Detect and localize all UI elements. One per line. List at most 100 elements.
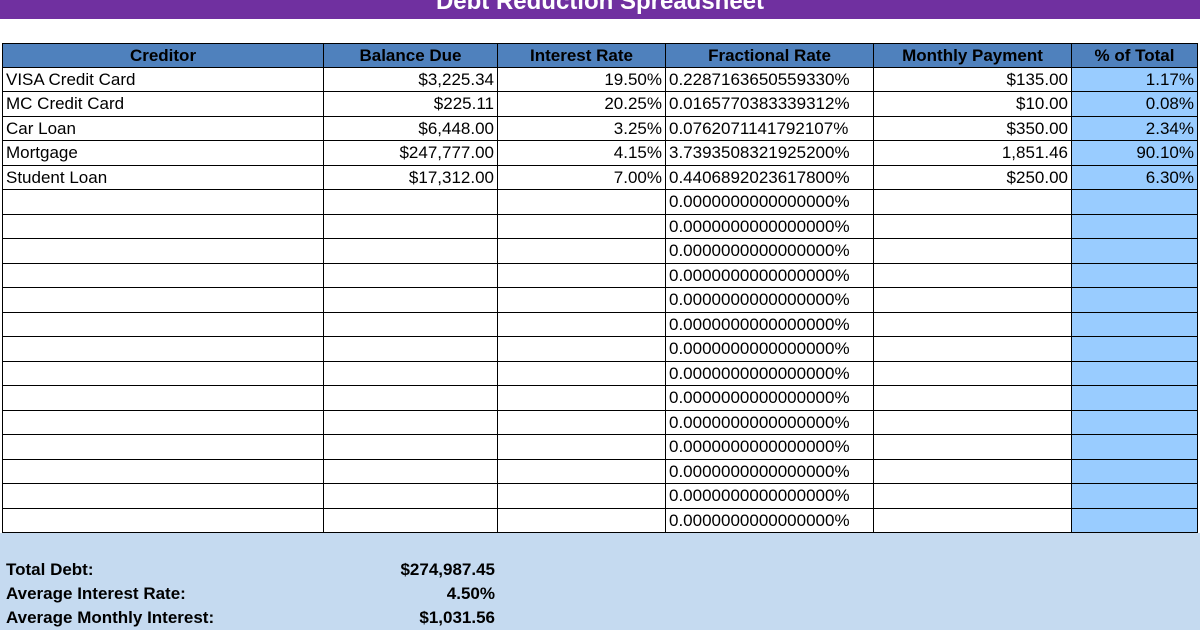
interest-rate-cell[interactable]: 3.25%	[498, 116, 666, 141]
interest-rate-cell[interactable]	[498, 484, 666, 509]
monthly-payment-cell[interactable]	[874, 190, 1072, 215]
fractional-rate-cell[interactable]: 0.0000000000000000%	[666, 484, 874, 509]
monthly-payment-cell[interactable]	[874, 239, 1072, 264]
monthly-payment-cell[interactable]	[874, 288, 1072, 313]
fractional-rate-cell[interactable]: 0.0762071141792107%	[666, 116, 874, 141]
creditor-cell[interactable]	[2, 190, 324, 215]
interest-rate-cell[interactable]	[498, 410, 666, 435]
creditor-cell[interactable]: VISA Credit Card	[2, 67, 324, 92]
interest-rate-cell[interactable]	[498, 312, 666, 337]
balance-due-cell[interactable]	[324, 263, 498, 288]
monthly-payment-cell[interactable]	[874, 484, 1072, 509]
monthly-payment-cell[interactable]	[874, 459, 1072, 484]
monthly-payment-cell[interactable]	[874, 508, 1072, 533]
header-interest-rate[interactable]: Interest Rate	[498, 43, 666, 68]
percent-of-total-cell[interactable]	[1072, 386, 1198, 411]
balance-due-cell[interactable]	[324, 435, 498, 460]
interest-rate-cell[interactable]	[498, 263, 666, 288]
interest-rate-cell[interactable]: 20.25%	[498, 92, 666, 117]
balance-due-cell[interactable]	[324, 484, 498, 509]
header-fractional-rate[interactable]: Fractional Rate	[666, 43, 874, 68]
percent-of-total-cell[interactable]	[1072, 508, 1198, 533]
fractional-rate-cell[interactable]: 0.0000000000000000%	[666, 263, 874, 288]
average-monthly-interest-value[interactable]: $1,031.56	[419, 608, 495, 627]
average-interest-rate-value[interactable]: 4.50%	[446, 584, 495, 603]
balance-due-cell[interactable]: $247,777.00	[324, 141, 498, 166]
interest-rate-cell[interactable]: 4.15%	[498, 141, 666, 166]
header-creditor[interactable]: Creditor	[2, 43, 324, 68]
percent-of-total-cell[interactable]: 6.30%	[1072, 165, 1198, 190]
balance-due-cell[interactable]	[324, 312, 498, 337]
fractional-rate-cell[interactable]: 0.2287163650559330%	[666, 67, 874, 92]
percent-of-total-cell[interactable]: 1.17%	[1072, 67, 1198, 92]
balance-due-cell[interactable]	[324, 508, 498, 533]
balance-due-cell[interactable]	[324, 214, 498, 239]
balance-due-cell[interactable]: $225.11	[324, 92, 498, 117]
balance-due-cell[interactable]	[324, 410, 498, 435]
creditor-cell[interactable]	[2, 459, 324, 484]
monthly-payment-cell[interactable]	[874, 312, 1072, 337]
fractional-rate-cell[interactable]: 0.0165770383339312%	[666, 92, 874, 117]
balance-due-cell[interactable]: $6,448.00	[324, 116, 498, 141]
interest-rate-cell[interactable]	[498, 508, 666, 533]
monthly-payment-cell[interactable]	[874, 386, 1072, 411]
monthly-payment-cell[interactable]	[874, 435, 1072, 460]
interest-rate-cell[interactable]	[498, 190, 666, 215]
interest-rate-cell[interactable]	[498, 386, 666, 411]
balance-due-cell[interactable]: $17,312.00	[324, 165, 498, 190]
creditor-cell[interactable]	[2, 263, 324, 288]
interest-rate-cell[interactable]	[498, 435, 666, 460]
monthly-payment-cell[interactable]: $10.00	[874, 92, 1072, 117]
fractional-rate-cell[interactable]: 0.0000000000000000%	[666, 239, 874, 264]
percent-of-total-cell[interactable]	[1072, 410, 1198, 435]
creditor-cell[interactable]: Student Loan	[2, 165, 324, 190]
fractional-rate-cell[interactable]: 0.4406892023617800%	[666, 165, 874, 190]
creditor-cell[interactable]	[2, 337, 324, 362]
interest-rate-cell[interactable]	[498, 288, 666, 313]
fractional-rate-cell[interactable]: 0.0000000000000000%	[666, 214, 874, 239]
percent-of-total-cell[interactable]	[1072, 337, 1198, 362]
creditor-cell[interactable]	[2, 214, 324, 239]
interest-rate-cell[interactable]	[498, 361, 666, 386]
fractional-rate-cell[interactable]: 0.0000000000000000%	[666, 386, 874, 411]
interest-rate-cell[interactable]	[498, 337, 666, 362]
fractional-rate-cell[interactable]: 0.0000000000000000%	[666, 508, 874, 533]
header-balance-due[interactable]: Balance Due	[324, 43, 498, 68]
creditor-cell[interactable]	[2, 239, 324, 264]
percent-of-total-cell[interactable]: 90.10%	[1072, 141, 1198, 166]
fractional-rate-cell[interactable]: 3.7393508321925200%	[666, 141, 874, 166]
fractional-rate-cell[interactable]: 0.0000000000000000%	[666, 288, 874, 313]
creditor-cell[interactable]	[2, 312, 324, 337]
percent-of-total-cell[interactable]	[1072, 435, 1198, 460]
fractional-rate-cell[interactable]: 0.0000000000000000%	[666, 190, 874, 215]
interest-rate-cell[interactable]: 19.50%	[498, 67, 666, 92]
interest-rate-cell[interactable]	[498, 214, 666, 239]
balance-due-cell[interactable]	[324, 459, 498, 484]
interest-rate-cell[interactable]	[498, 239, 666, 264]
monthly-payment-cell[interactable]: $250.00	[874, 165, 1072, 190]
balance-due-cell[interactable]	[324, 288, 498, 313]
creditor-cell[interactable]	[2, 435, 324, 460]
interest-rate-cell[interactable]	[498, 459, 666, 484]
monthly-payment-cell[interactable]	[874, 263, 1072, 288]
fractional-rate-cell[interactable]: 0.0000000000000000%	[666, 337, 874, 362]
creditor-cell[interactable]: Mortgage	[2, 141, 324, 166]
balance-due-cell[interactable]	[324, 190, 498, 215]
monthly-payment-cell[interactable]	[874, 337, 1072, 362]
balance-due-cell[interactable]	[324, 361, 498, 386]
total-debt-value[interactable]: $274,987.45	[400, 560, 495, 579]
balance-due-cell[interactable]	[324, 386, 498, 411]
monthly-payment-cell[interactable]	[874, 214, 1072, 239]
fractional-rate-cell[interactable]: 0.0000000000000000%	[666, 361, 874, 386]
percent-of-total-cell[interactable]	[1072, 239, 1198, 264]
fractional-rate-cell[interactable]: 0.0000000000000000%	[666, 435, 874, 460]
percent-of-total-cell[interactable]	[1072, 459, 1198, 484]
percent-of-total-cell[interactable]	[1072, 312, 1198, 337]
creditor-cell[interactable]: MC Credit Card	[2, 92, 324, 117]
creditor-cell[interactable]	[2, 508, 324, 533]
creditor-cell[interactable]	[2, 484, 324, 509]
percent-of-total-cell[interactable]	[1072, 484, 1198, 509]
fractional-rate-cell[interactable]: 0.0000000000000000%	[666, 312, 874, 337]
interest-rate-cell[interactable]: 7.00%	[498, 165, 666, 190]
monthly-payment-cell[interactable]: $350.00	[874, 116, 1072, 141]
